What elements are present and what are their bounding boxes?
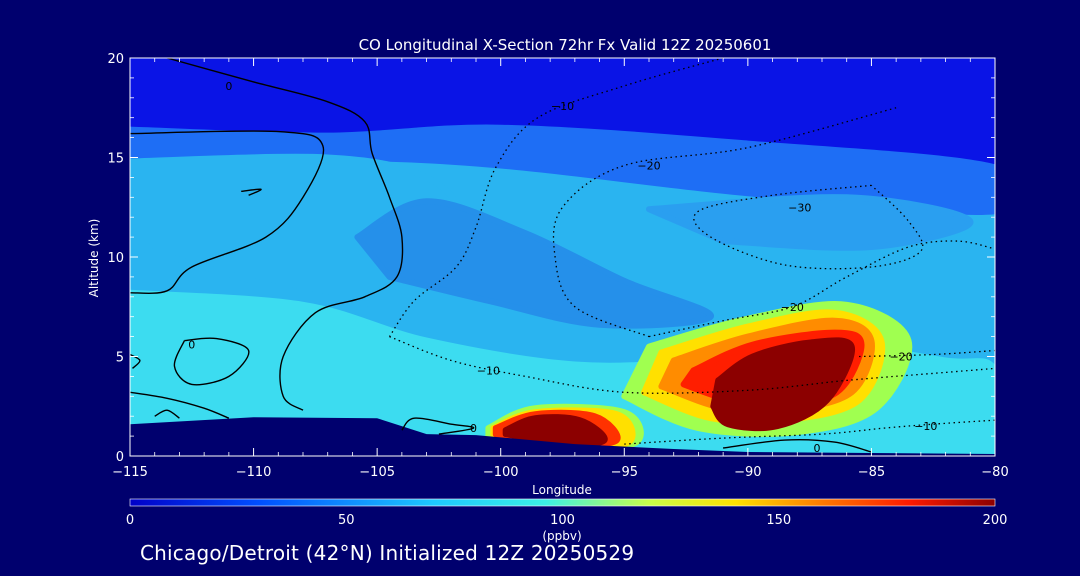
contour-label: −30 xyxy=(788,201,811,214)
contour-label: 0 xyxy=(814,442,821,455)
co-fill-region-60 xyxy=(646,194,974,251)
x-tick-label: −80 xyxy=(981,465,1008,480)
y-tick-label: 5 xyxy=(116,351,124,366)
footer-caption: Chicago/Detroit (42°N) Initialized 12Z 2… xyxy=(140,541,635,565)
x-axis-label: Longitude xyxy=(532,483,592,497)
y-tick-label: 20 xyxy=(107,52,124,67)
contour-line xyxy=(723,439,872,453)
co-fill-region-40 xyxy=(130,124,995,215)
co-fill-region-180 xyxy=(710,337,855,432)
contour-label: 0 xyxy=(225,80,232,93)
y-tick-label: 0 xyxy=(116,450,124,465)
colorbar-unit-label: (ppbv) xyxy=(542,529,581,543)
contour-line xyxy=(648,240,995,338)
colorbar-tick-label: 200 xyxy=(983,513,1008,528)
colorbar-tick-label: 0 xyxy=(126,513,134,528)
contour-line xyxy=(130,391,230,419)
colorbar-tick-label: 150 xyxy=(766,513,791,528)
x-tick-label: −100 xyxy=(483,465,519,480)
y-tick-label: 10 xyxy=(107,251,124,266)
contour-line xyxy=(173,337,250,386)
contour-line xyxy=(401,417,475,435)
contour-label: −20 xyxy=(889,351,912,364)
co-fill-region-50 xyxy=(354,198,714,329)
contour-label: 0 xyxy=(188,339,195,352)
y-tick-label: 15 xyxy=(107,152,124,167)
contour-line xyxy=(154,409,180,419)
contour-line xyxy=(624,419,995,445)
contour-line xyxy=(552,107,897,338)
y-axis-label: Altitude (km) xyxy=(87,219,101,298)
contour-line xyxy=(389,335,995,394)
colorbar xyxy=(129,498,996,507)
colorbar-tick-label: 50 xyxy=(338,513,355,528)
contour-label: −10 xyxy=(551,100,574,113)
contour-label: −10 xyxy=(477,364,500,377)
contour-line xyxy=(859,349,995,358)
contour-line xyxy=(241,188,262,196)
x-tick-label: −95 xyxy=(611,465,638,480)
contour-label: −20 xyxy=(637,159,660,172)
contour-line xyxy=(130,130,325,294)
colorbar-tick-label: 100 xyxy=(550,513,575,528)
x-tick-label: −105 xyxy=(359,465,395,480)
contour-line xyxy=(166,58,404,411)
x-tick-label: −110 xyxy=(236,465,272,480)
contour-label: −10 xyxy=(914,420,937,433)
x-tick-label: −90 xyxy=(734,465,761,480)
terrain-mask xyxy=(130,417,995,456)
contour-label: 0 xyxy=(470,422,477,435)
chart-title: CO Longitudinal X-Section 72hr Fx Valid … xyxy=(359,36,772,54)
x-tick-label: −85 xyxy=(858,465,885,480)
x-tick-label: −115 xyxy=(112,465,148,480)
contour-line xyxy=(130,353,141,369)
contour-label: −20 xyxy=(781,301,804,314)
